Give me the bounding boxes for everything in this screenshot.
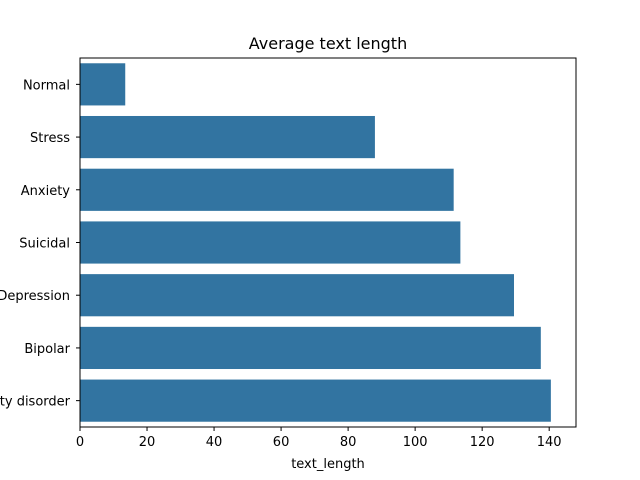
plot-frame [79, 57, 577, 428]
y-tick-label: Stress [30, 131, 70, 146]
y-tick-label: Bipolar [24, 342, 70, 357]
x-axis-label: text_length [291, 457, 365, 472]
x-tick-label: 140 [537, 435, 562, 450]
x-tick-label: 20 [139, 435, 156, 450]
chart-title: Average text length [249, 34, 407, 53]
bars-group [80, 63, 551, 422]
y-tick-label: Normal [23, 78, 70, 93]
bar-depression [80, 274, 514, 317]
y-tick-label: Suicidal [19, 237, 70, 252]
bar-bipolar [80, 326, 541, 370]
x-tick-label: 40 [206, 435, 223, 450]
x-axis-ticks: 0 20 40 60 80 100 120 140 [76, 427, 562, 450]
x-tick-label: 100 [403, 435, 428, 450]
y-axis-ticks: Normal Stress Anxiety Suicidal Depression Bip… [0, 78, 80, 410]
bar-anxiety [80, 168, 454, 211]
bar-normal [80, 63, 126, 106]
bar-suicidal [80, 221, 461, 264]
x-tick-label: 60 [273, 435, 290, 450]
x-tick-label: 80 [340, 435, 357, 450]
x-tick-label: 120 [470, 435, 495, 450]
x-tick-label: 0 [76, 435, 84, 450]
y-tick-label: Anxiety [21, 184, 71, 199]
y-tick-label: Depression [0, 289, 70, 304]
bar-stress [80, 115, 375, 159]
bar-personality-disorder [80, 379, 551, 422]
y-tick-label: Personality disorder [0, 395, 71, 410]
